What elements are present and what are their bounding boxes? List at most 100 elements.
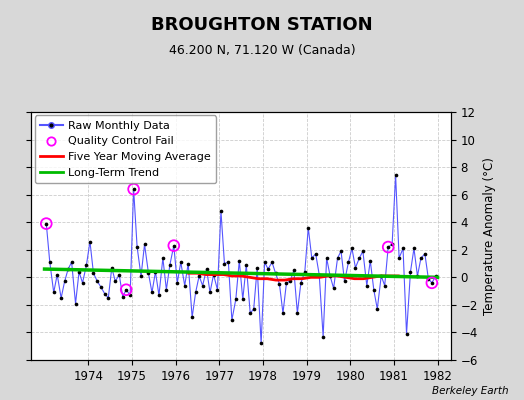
Point bbox=[249, 306, 258, 312]
Point bbox=[220, 260, 228, 267]
Point bbox=[351, 264, 359, 271]
Point bbox=[206, 289, 214, 296]
Point bbox=[417, 255, 425, 261]
Point bbox=[42, 220, 50, 227]
Point bbox=[380, 282, 389, 289]
Point bbox=[101, 291, 109, 297]
Point bbox=[224, 259, 233, 265]
Point bbox=[137, 273, 145, 279]
Point bbox=[312, 251, 320, 257]
Point bbox=[89, 270, 97, 276]
Point bbox=[181, 282, 189, 289]
Point bbox=[184, 260, 192, 267]
Point bbox=[129, 186, 138, 192]
Point bbox=[118, 294, 127, 300]
Text: 46.200 N, 71.120 W (Canada): 46.200 N, 71.120 W (Canada) bbox=[169, 44, 355, 57]
Point bbox=[424, 276, 433, 282]
Point bbox=[202, 266, 211, 272]
Point bbox=[104, 295, 113, 301]
Point bbox=[344, 259, 353, 265]
Point bbox=[348, 245, 356, 252]
Point bbox=[315, 271, 323, 278]
Point bbox=[399, 245, 407, 252]
Point bbox=[406, 269, 414, 275]
Point bbox=[97, 284, 105, 290]
Point bbox=[170, 242, 178, 249]
Point bbox=[279, 310, 287, 316]
Point bbox=[391, 172, 400, 178]
Point bbox=[242, 262, 250, 268]
Point bbox=[46, 259, 54, 265]
Point bbox=[301, 269, 309, 275]
Point bbox=[195, 273, 203, 279]
Point bbox=[257, 340, 265, 347]
Point bbox=[304, 224, 312, 231]
Point bbox=[428, 280, 436, 286]
Point bbox=[410, 245, 418, 252]
Point bbox=[188, 314, 196, 320]
Point bbox=[271, 270, 280, 276]
Point bbox=[340, 278, 348, 285]
Point bbox=[359, 248, 367, 254]
Point bbox=[235, 258, 244, 264]
Point bbox=[173, 280, 181, 286]
Legend: Raw Monthly Data, Quality Control Fail, Five Year Moving Average, Long-Term Tren: Raw Monthly Data, Quality Control Fail, … bbox=[35, 115, 216, 183]
Point bbox=[115, 271, 124, 278]
Point bbox=[282, 280, 291, 286]
Point bbox=[144, 270, 152, 276]
Point bbox=[428, 280, 436, 286]
Point bbox=[293, 310, 302, 316]
Point bbox=[111, 278, 119, 285]
Point bbox=[232, 296, 240, 302]
Point bbox=[373, 306, 381, 312]
Point bbox=[319, 333, 328, 340]
Point bbox=[384, 244, 392, 250]
Point bbox=[217, 208, 225, 214]
Point bbox=[50, 289, 58, 296]
Point bbox=[129, 186, 138, 192]
Point bbox=[57, 295, 66, 301]
Point bbox=[151, 269, 160, 275]
Point bbox=[133, 244, 141, 250]
Point bbox=[322, 255, 331, 261]
Point bbox=[75, 269, 83, 275]
Point bbox=[421, 251, 429, 257]
Point bbox=[170, 242, 178, 249]
Point bbox=[377, 273, 386, 279]
Point bbox=[53, 271, 61, 278]
Point bbox=[213, 286, 222, 293]
Point bbox=[330, 285, 338, 292]
Point bbox=[432, 273, 440, 279]
Text: Berkeley Earth: Berkeley Earth bbox=[432, 386, 508, 396]
Point bbox=[177, 259, 185, 265]
Point bbox=[228, 317, 236, 323]
Point bbox=[122, 286, 130, 293]
Point bbox=[162, 286, 171, 293]
Point bbox=[268, 259, 276, 265]
Point bbox=[290, 267, 298, 274]
Point bbox=[78, 280, 86, 286]
Point bbox=[93, 278, 102, 285]
Point bbox=[155, 292, 163, 298]
Point bbox=[260, 259, 269, 265]
Point bbox=[82, 262, 91, 268]
Point bbox=[264, 266, 272, 272]
Point bbox=[159, 255, 167, 261]
Point bbox=[286, 278, 294, 285]
Point bbox=[71, 300, 80, 307]
Point bbox=[209, 271, 217, 278]
Point bbox=[126, 292, 134, 298]
Point bbox=[395, 255, 403, 261]
Point bbox=[191, 289, 200, 296]
Point bbox=[369, 286, 378, 293]
Point bbox=[333, 255, 342, 261]
Point bbox=[413, 273, 422, 279]
Point bbox=[297, 280, 305, 286]
Point bbox=[107, 264, 116, 271]
Point bbox=[68, 259, 76, 265]
Point bbox=[199, 282, 207, 289]
Point bbox=[60, 278, 69, 285]
Text: BROUGHTON STATION: BROUGHTON STATION bbox=[151, 16, 373, 34]
Point bbox=[275, 281, 283, 288]
Point bbox=[42, 220, 50, 227]
